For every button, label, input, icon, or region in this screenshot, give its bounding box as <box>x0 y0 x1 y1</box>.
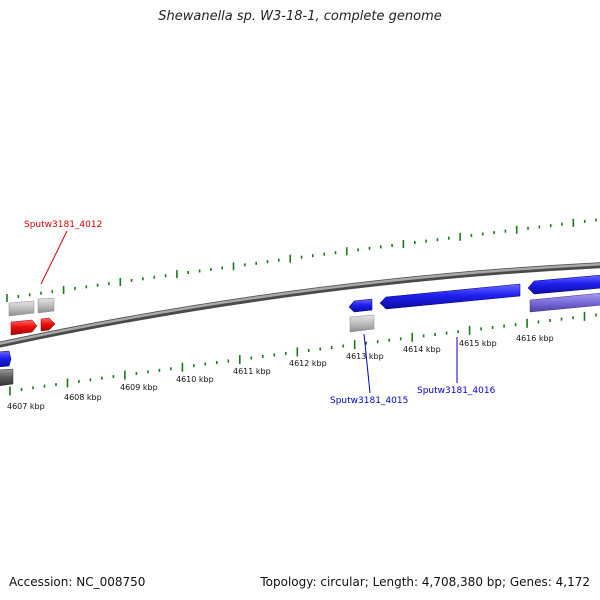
scale-label-4612: 4612 kbp <box>289 359 327 368</box>
scale-label-4611: 4611 kbp <box>233 367 271 376</box>
leader-line-4012 <box>40 230 68 285</box>
gene-label-4016[interactable]: Sputw3181_4016 <box>417 386 496 396</box>
gene-sputw3181-4016[interactable] <box>379 283 521 310</box>
gene-feature-left-grey-1[interactable] <box>8 300 35 317</box>
accession-text: Accession: NC_008750 <box>9 575 146 589</box>
scale-label-4610: 4610 kbp <box>176 375 214 384</box>
gene-feature-left-red-2[interactable] <box>40 317 56 332</box>
gene-label-4015[interactable]: Sputw3181_4015 <box>330 396 408 406</box>
genome-summary-text: Topology: circular; Length: 4,708,380 bp… <box>260 575 590 589</box>
scale-label-4615: 4615 kbp <box>459 339 497 348</box>
scale-label-4609: 4609 kbp <box>120 383 158 392</box>
gene-sputw3181-4015-forward[interactable] <box>348 298 373 313</box>
genome-title: Shewanella sp. W3-18-1, complete genome <box>158 9 442 24</box>
scale-tick-track <box>9 311 597 396</box>
genome-backbone <box>0 262 600 348</box>
gene-sputw3181-4015-grey[interactable] <box>349 314 375 333</box>
scale-label-4613: 4613 kbp <box>346 352 384 361</box>
gene-sputw3181-4012[interactable] <box>10 319 38 336</box>
scale-label-4616: 4616 kbp <box>516 334 554 343</box>
scale-label-4608: 4608 kbp <box>64 393 102 402</box>
scale-label-4607: 4607 kbp <box>7 402 45 411</box>
upper-tick-track <box>6 218 597 302</box>
gene-feature-left-grey-2[interactable] <box>37 297 55 314</box>
leader-line-4015 <box>363 333 371 394</box>
gene-label-4012[interactable]: Sputw3181_4012 <box>24 220 102 230</box>
gene-feature-right-purple[interactable] <box>529 292 600 313</box>
scale-label-4614: 4614 kbp <box>403 345 441 354</box>
gene-feature-right-blue[interactable] <box>527 274 600 295</box>
gene-feature-edge-dark[interactable] <box>0 368 14 386</box>
gene-feature-edge-blue[interactable] <box>0 350 12 368</box>
